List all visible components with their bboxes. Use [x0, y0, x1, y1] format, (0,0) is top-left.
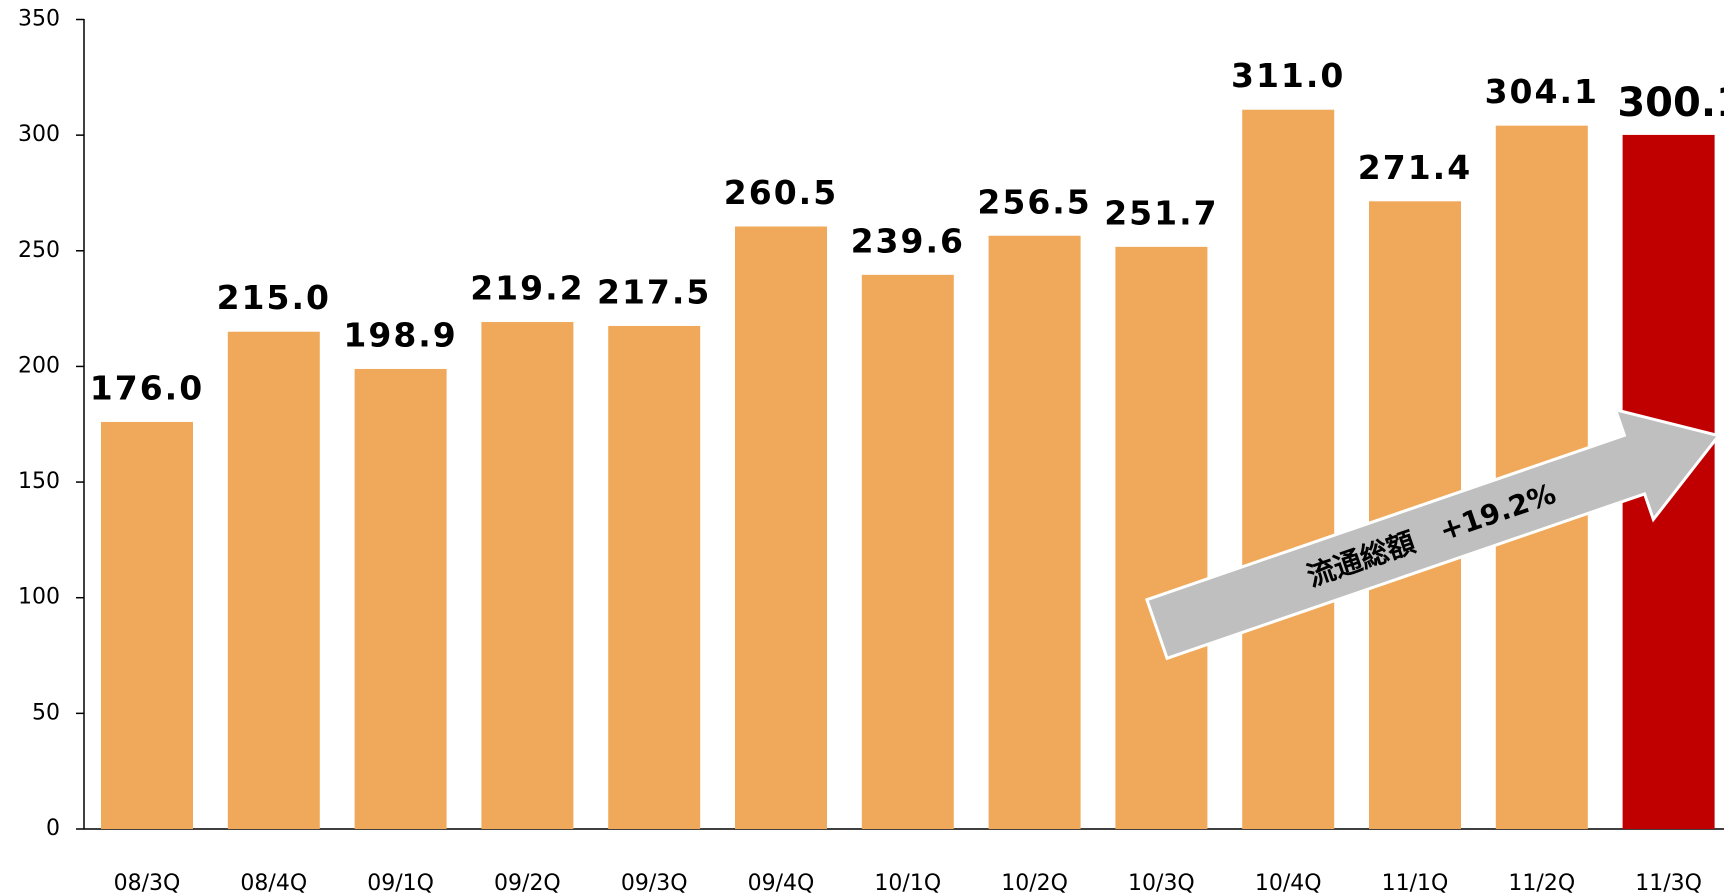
value-label: 215.0 [217, 278, 331, 317]
value-label: 300.1 [1617, 80, 1724, 126]
x-tick-label: 10/1Q [874, 871, 941, 896]
y-tick-label: 350 [18, 7, 60, 32]
value-label: 239.6 [851, 221, 965, 260]
bar [481, 322, 574, 829]
y-tick-label: 100 [18, 585, 60, 610]
value-label: 260.5 [724, 173, 838, 212]
bar [227, 331, 320, 829]
x-tick-label: 09/3Q [621, 871, 688, 896]
x-tick-label: 10/3Q [1128, 871, 1195, 896]
bar [354, 368, 447, 829]
x-tick-label: 09/4Q [748, 871, 815, 896]
x-tick-label: 11/3Q [1635, 871, 1702, 896]
y-tick-label: 50 [32, 700, 60, 725]
value-label: 219.2 [470, 269, 584, 308]
bar [861, 274, 954, 829]
bar [988, 235, 1081, 829]
x-tick-label: 10/4Q [1255, 871, 1322, 896]
value-label: 251.7 [1104, 193, 1218, 232]
value-label: 304.1 [1485, 72, 1599, 111]
y-tick-label: 200 [18, 353, 60, 378]
value-label: 311.0 [1231, 56, 1345, 95]
x-tick-label: 08/3Q [114, 871, 181, 896]
bar [1115, 246, 1208, 829]
value-label: 198.9 [343, 315, 457, 354]
bar [101, 421, 193, 829]
bars [101, 109, 1715, 830]
y-tick-label: 300 [18, 122, 60, 147]
x-tick-label: 08/4Q [240, 871, 307, 896]
value-label: 176.0 [90, 368, 204, 407]
y-tick-label: 150 [18, 469, 60, 494]
x-tick-label: 11/1Q [1382, 871, 1449, 896]
x-tick-label: 09/1Q [367, 871, 434, 896]
value-label: 217.5 [597, 272, 711, 311]
value-label: 256.5 [977, 182, 1091, 221]
bar [608, 325, 701, 829]
y-tick-label: 0 [46, 816, 60, 841]
bar [735, 226, 827, 829]
y-tick-label: 250 [18, 238, 60, 263]
bar [1242, 109, 1335, 830]
x-tick-label: 11/2Q [1508, 871, 1575, 896]
value-label: 271.4 [1358, 148, 1472, 187]
x-tick-label: 10/2Q [1001, 871, 1068, 896]
x-tick-label: 09/2Q [494, 871, 561, 896]
arrow-shape [1145, 407, 1722, 661]
